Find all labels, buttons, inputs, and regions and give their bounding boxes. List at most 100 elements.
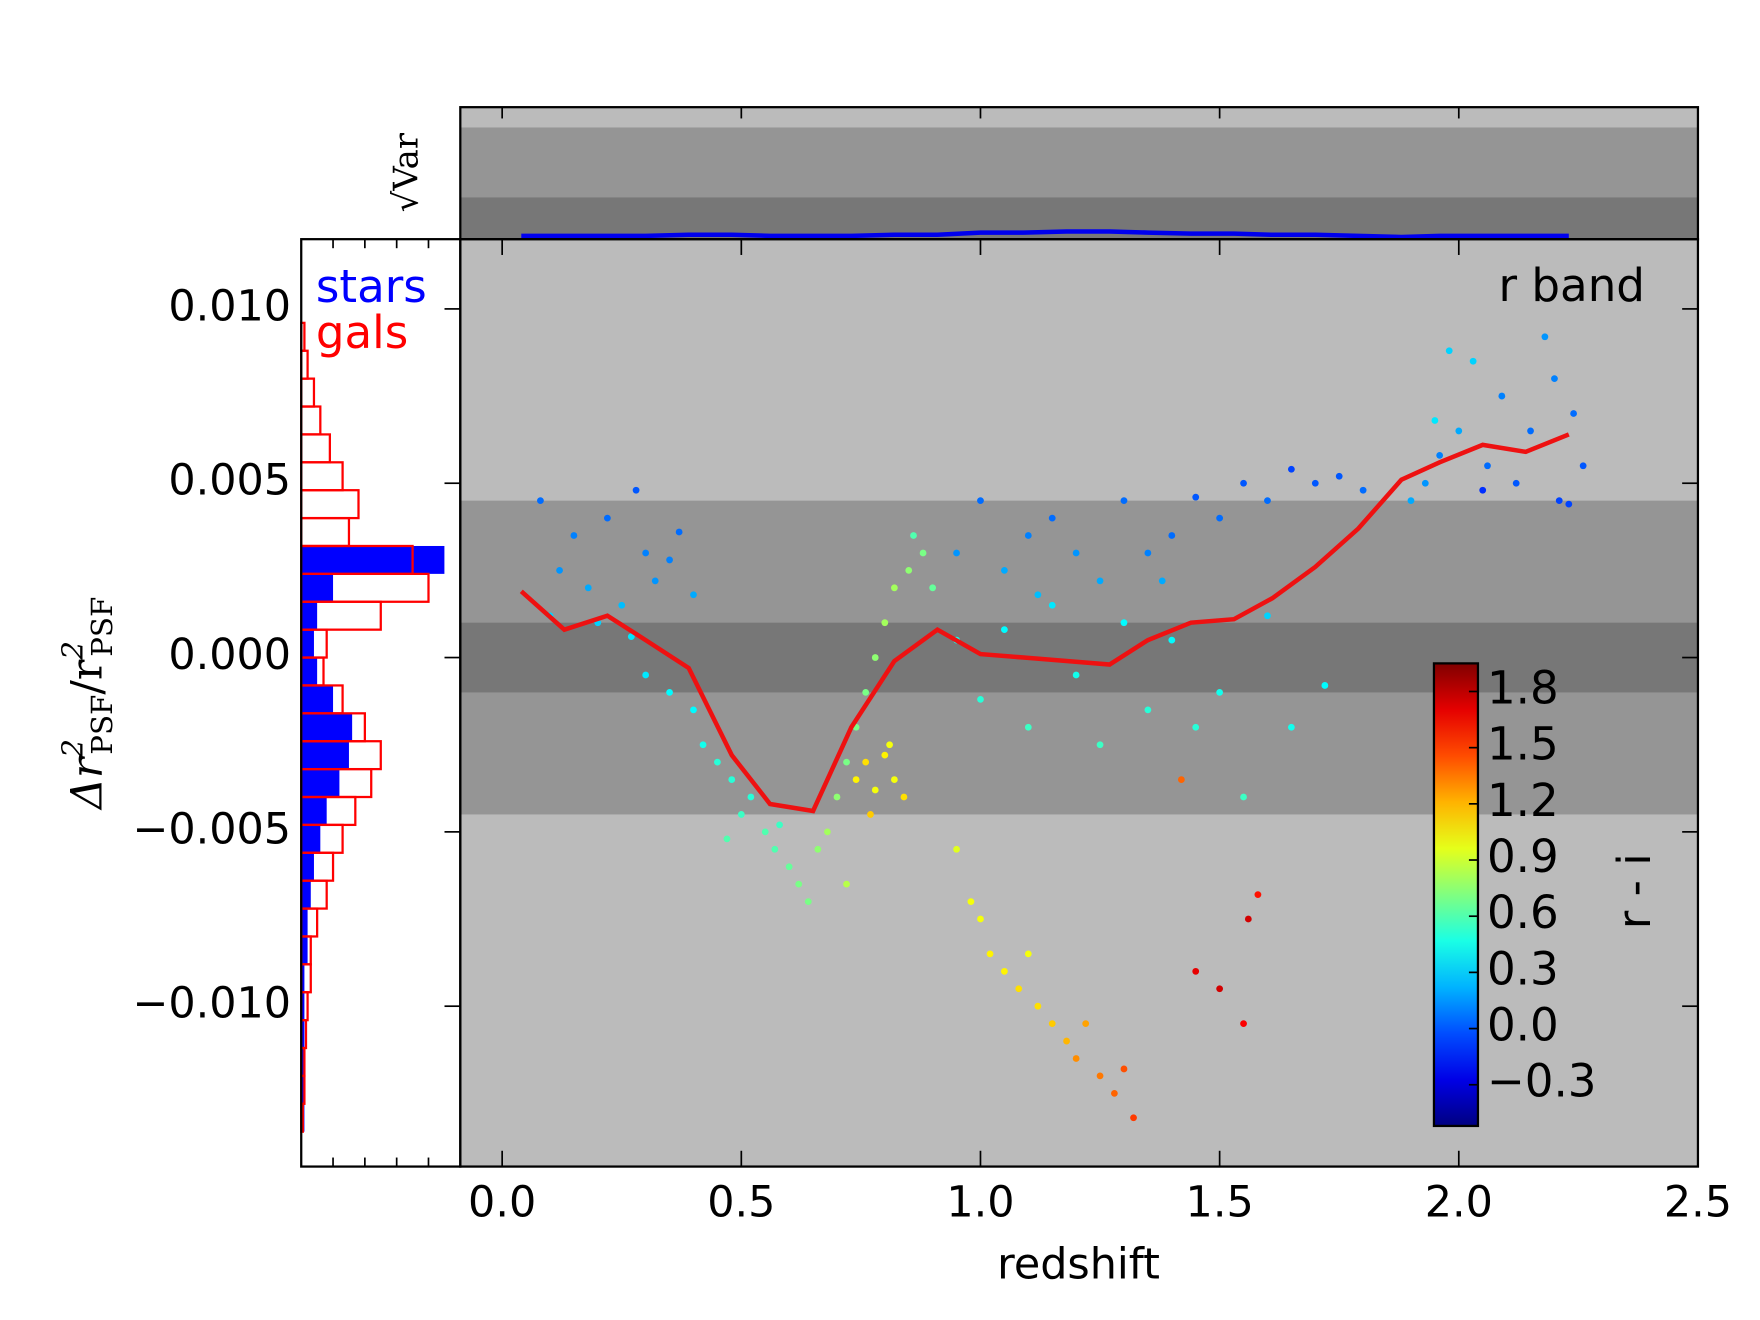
scatter-point [953, 845, 960, 853]
scatter-point [1579, 462, 1587, 470]
scatter-point [862, 758, 870, 766]
colorbar-tick-label: −0.3 [1487, 1055, 1597, 1108]
top-y-axis-label: √Var [386, 132, 425, 212]
scatter-point [1287, 723, 1295, 731]
scatter-point [1421, 479, 1429, 487]
scatter-point [642, 549, 650, 557]
scatter-point [1130, 1114, 1137, 1122]
scatter-point [905, 567, 913, 574]
histogram-bar [301, 629, 314, 658]
histogram-bar [301, 964, 305, 993]
scatter-point [604, 514, 611, 522]
colorbar-tick-label: 1.2 [1487, 774, 1559, 827]
colorbar-tick-label: 0.6 [1487, 886, 1559, 939]
scatter-point [1024, 950, 1032, 958]
scatter-point [900, 793, 908, 801]
scatter-point [776, 821, 783, 829]
variance-line [521, 229, 1569, 240]
x-tick-label: 0.0 [468, 1177, 536, 1227]
scatter-point [728, 776, 736, 783]
histogram-bar [300, 461, 344, 492]
scatter-point [1192, 967, 1200, 975]
scatter-point [953, 549, 960, 557]
scatter-point [1192, 723, 1200, 731]
scatter-point [570, 532, 578, 539]
histogram-bar [301, 880, 311, 909]
scatter-point [1096, 1072, 1104, 1080]
scatter-point [967, 898, 975, 905]
scatter-point [1565, 500, 1573, 508]
x-tick-label: 1.0 [946, 1177, 1014, 1227]
scatter-point [795, 880, 803, 888]
scatter-point [666, 556, 673, 564]
scatter-point [1264, 497, 1271, 505]
scatter-point [690, 591, 697, 599]
scatter-point [1311, 479, 1319, 487]
scatter-point [910, 532, 917, 539]
y-tick-label: 0.005 [168, 456, 291, 506]
scatter-point [1144, 549, 1152, 557]
plot-area [460, 239, 1698, 1167]
scatter-point [1120, 619, 1128, 627]
scatter-point [1158, 577, 1166, 585]
scatter-point [737, 811, 745, 818]
colorbar-tick-label: 0.9 [1487, 830, 1559, 883]
scatter-point [1359, 486, 1367, 494]
scatter-point [1498, 392, 1506, 400]
scatter-point [1001, 967, 1008, 975]
scatter-point [1120, 1065, 1128, 1073]
histogram-bar [301, 769, 340, 798]
scatter-point [1240, 1020, 1247, 1028]
scatter-point [1001, 567, 1008, 574]
x-tick-label: 2.0 [1425, 1177, 1493, 1227]
scatter-point [651, 577, 659, 585]
colorbar [1432, 662, 1480, 1128]
y-axis-label: Δr2PSF/r2PSF [55, 597, 118, 812]
scatter-point [843, 758, 850, 766]
scatter-point [1072, 671, 1080, 679]
histogram-bar [301, 573, 334, 602]
scatter-point [833, 793, 841, 801]
scatter-point [1048, 601, 1056, 609]
histogram-bar [301, 657, 318, 686]
scatter-point [814, 845, 822, 853]
scatter-point [1096, 741, 1104, 749]
colorbar-label: r - i [1608, 853, 1661, 929]
histogram-bar [301, 601, 318, 630]
band [460, 622, 1698, 693]
y-tick-label: −0.005 [132, 804, 291, 854]
histogram-bar [301, 908, 308, 937]
scatter-point [675, 528, 683, 536]
scatter-point [1431, 417, 1439, 424]
scatter-point [1177, 776, 1185, 783]
scatter-point [862, 689, 870, 696]
median-line [519, 432, 1570, 814]
x-tick-label: 1.5 [1186, 1177, 1254, 1227]
scatter-point [1024, 723, 1032, 731]
scatter-point [1287, 465, 1295, 473]
y-axis-label-part: /r [62, 659, 112, 694]
scatter-point [977, 497, 984, 505]
histogram-bar [300, 377, 316, 408]
colorbar-tick-label: 0.0 [1487, 999, 1559, 1052]
scatter-point [1120, 497, 1128, 505]
axes-frame [300, 238, 462, 1168]
scatter-point [1072, 549, 1080, 557]
y-tick-label: 0.000 [168, 630, 291, 680]
scatter-point [785, 863, 793, 871]
axes-frame [459, 106, 1700, 241]
scatter-point [1048, 514, 1056, 522]
scatter-point [1321, 682, 1329, 689]
scatter-point [1484, 462, 1491, 470]
x-tick-label: 2.5 [1664, 1177, 1732, 1227]
y-tick-label: 0.010 [168, 281, 291, 331]
scatter-point [1512, 479, 1520, 487]
scatter-point [537, 497, 544, 505]
histogram-bar [300, 489, 360, 520]
histogram-bar [301, 713, 353, 742]
scatter-point [1144, 706, 1152, 714]
scatter-point [852, 776, 860, 783]
colorbar-tick-label: 1.8 [1487, 661, 1559, 714]
annotation: r band [1499, 259, 1645, 312]
